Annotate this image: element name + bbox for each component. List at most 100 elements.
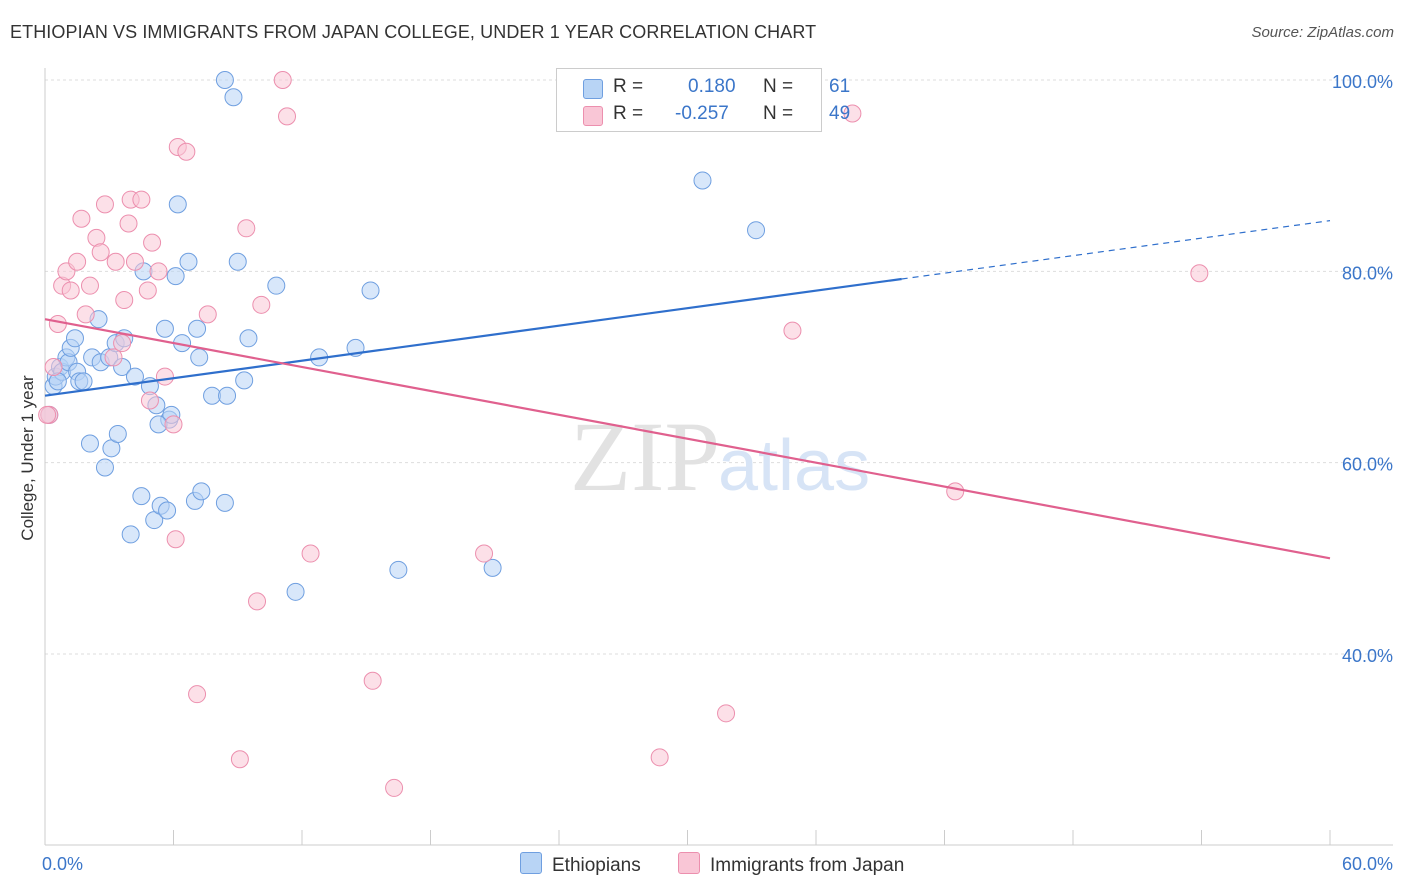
point-ethiopians — [203, 386, 222, 405]
point-ethiopians — [228, 252, 247, 271]
bottom-legend-swatch-japan — [678, 852, 700, 874]
point-ethiopians — [361, 281, 380, 300]
data-points — [38, 71, 1209, 797]
y-tick-label: 60.0% — [1342, 455, 1393, 475]
point-ethiopians — [483, 558, 502, 577]
correlation-legend: R = 0.180 N = 61 R = -0.257 N = 49 — [556, 68, 850, 132]
source-label: Source: ZipAtlas.com — [1251, 24, 1394, 41]
point-japan — [119, 214, 138, 233]
point-ethiopians — [747, 221, 766, 240]
legend-swatch-ethiopians — [583, 79, 603, 99]
x-tick-label: 0.0% — [42, 854, 83, 874]
point-japan — [113, 334, 132, 353]
point-japan — [278, 107, 297, 126]
point-japan — [783, 321, 802, 340]
point-ethiopians — [74, 372, 93, 391]
trend-line-japan — [44, 318, 1331, 560]
point-ethiopians — [188, 319, 207, 338]
point-japan — [91, 243, 110, 262]
point-japan — [140, 391, 159, 410]
point-japan — [68, 252, 87, 271]
point-ethiopians — [389, 560, 408, 579]
point-japan — [132, 190, 151, 209]
gridlines — [45, 79, 1393, 655]
point-japan — [252, 295, 271, 314]
legend-n-value: 49 — [829, 103, 851, 124]
point-japan — [188, 685, 207, 704]
y-tick-label: 40.0% — [1342, 646, 1393, 666]
point-japan — [80, 276, 99, 295]
point-japan — [363, 671, 382, 690]
point-ethiopians — [235, 371, 254, 390]
bottom-legend-swatch-ethiopians — [520, 852, 542, 874]
point-ethiopians — [80, 434, 99, 453]
point-japan — [138, 281, 157, 300]
point-japan — [1190, 264, 1209, 283]
point-japan — [177, 142, 196, 161]
point-ethiopians — [267, 276, 286, 295]
point-japan — [650, 748, 669, 767]
legend-swatch-japan — [583, 106, 603, 126]
point-japan — [95, 195, 114, 214]
point-ethiopians — [239, 329, 258, 348]
trend-line-ethiopians — [44, 277, 902, 397]
point-ethiopians — [218, 386, 237, 405]
point-ethiopians — [179, 252, 198, 271]
point-ethiopians — [155, 319, 174, 338]
axes — [44, 68, 1393, 846]
watermark-zip: ZIP — [570, 401, 720, 512]
point-japan — [230, 750, 249, 769]
point-japan — [125, 252, 144, 271]
trend-line-ethiopians-extension — [901, 220, 1331, 280]
point-ethiopians — [190, 348, 209, 367]
point-ethiopians — [215, 493, 234, 512]
point-japan — [273, 71, 292, 89]
point-ethiopians — [286, 582, 305, 601]
point-ethiopians — [121, 525, 140, 544]
bottom-legend-ethiopians: Ethiopians — [520, 852, 641, 877]
x-tick-label: 60.0% — [1342, 854, 1393, 874]
point-japan — [115, 291, 134, 310]
legend-r-label: R = — [613, 103, 644, 124]
chart-title: ETHIOPIAN VS IMMIGRANTS FROM JAPAN COLLE… — [10, 22, 817, 42]
bottom-legend-label-ethiopians: Ethiopians — [552, 855, 641, 876]
point-ethiopians — [95, 458, 114, 477]
point-ethiopians — [65, 329, 84, 348]
point-japan — [76, 305, 95, 324]
legend-n-label: N = — [763, 103, 794, 124]
point-japan — [475, 544, 494, 563]
point-japan — [385, 778, 404, 797]
y-axis-label: College, Under 1 year — [18, 375, 37, 541]
point-japan — [166, 530, 185, 549]
point-ethiopians — [192, 482, 211, 501]
point-japan — [843, 104, 862, 123]
trend-lines — [44, 220, 1331, 560]
point-japan — [248, 592, 267, 611]
point-japan — [44, 358, 63, 376]
point-japan — [164, 415, 183, 434]
legend-n-label: N = — [763, 76, 794, 97]
point-japan — [61, 281, 80, 300]
point-ethiopians — [125, 367, 144, 386]
legend-r-value: -0.257 — [675, 103, 729, 124]
point-ethiopians — [158, 501, 177, 520]
point-japan — [237, 219, 256, 238]
point-ethiopians — [108, 424, 127, 443]
point-japan — [198, 305, 217, 324]
point-ethiopians — [132, 487, 151, 506]
y-tick-label: 100.0% — [1332, 72, 1393, 92]
point-japan — [48, 314, 67, 333]
bottom-legend-japan: Immigrants from Japan — [678, 852, 904, 877]
point-ethiopians — [215, 71, 234, 89]
legend-r-label: R = — [613, 76, 644, 97]
point-ethiopians — [693, 171, 712, 190]
point-ethiopians — [149, 415, 168, 434]
point-japan — [143, 233, 162, 252]
point-japan — [38, 405, 57, 424]
point-japan — [301, 544, 320, 563]
point-japan — [72, 209, 91, 228]
legend-r-value: 0.180 — [688, 76, 736, 97]
point-japan — [946, 482, 965, 501]
legend-n-value: 61 — [829, 76, 851, 97]
